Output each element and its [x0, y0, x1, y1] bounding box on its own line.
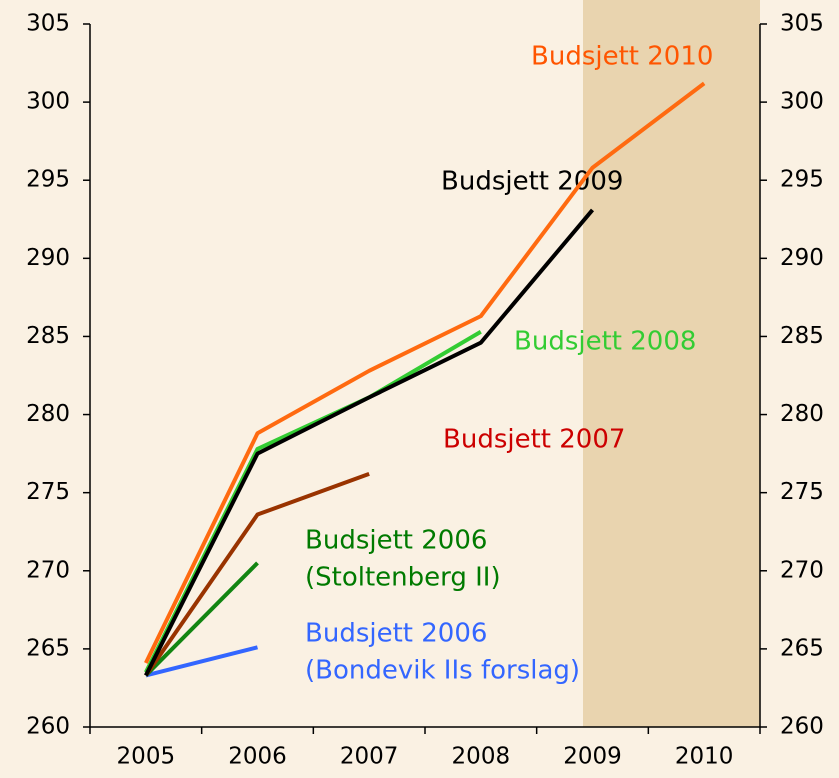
- forecast-shade: [583, 0, 760, 727]
- y-tick-label: 290: [26, 245, 70, 271]
- series-label: Budsjett 2006: [305, 619, 487, 649]
- y-tick-label: 295: [26, 167, 70, 193]
- series-line: [144, 472, 370, 677]
- x-tick-label: 2009: [563, 744, 622, 770]
- y2-tick-label: 295: [780, 167, 824, 193]
- series-line: [144, 561, 259, 677]
- series-label: Budsjett 2007: [443, 425, 625, 455]
- y2-tick-label: 300: [780, 89, 824, 115]
- y2-tick-label: 285: [780, 323, 824, 349]
- x-tick-label: 2010: [675, 744, 734, 770]
- y-tick-label: 270: [26, 557, 70, 583]
- x-tick-label: 2007: [340, 744, 399, 770]
- y-tick-label: 275: [26, 479, 70, 505]
- series-label: Budsjett 2009: [441, 167, 623, 197]
- series-label: Budsjett 2008: [514, 327, 696, 357]
- y-tick-label: 280: [26, 401, 70, 427]
- y-tick-label: 300: [26, 89, 70, 115]
- y2-tick-label: 260: [780, 714, 824, 740]
- y2-tick-label: 275: [780, 479, 824, 505]
- series-label: (Stoltenberg II): [305, 563, 501, 593]
- series-line: [144, 81, 706, 664]
- x-tick-label: 2006: [228, 744, 287, 770]
- y-tick-label: 285: [26, 323, 70, 349]
- y-tick-label: 260: [26, 714, 70, 740]
- series-line: [145, 645, 258, 678]
- y2-tick-label: 270: [780, 557, 824, 583]
- y2-tick-label: 265: [780, 635, 824, 661]
- y-tick-label: 305: [26, 11, 70, 37]
- x-tick-label: 2008: [452, 744, 511, 770]
- y2-tick-label: 290: [780, 245, 824, 271]
- x-tick-label: 2005: [117, 744, 176, 770]
- y2-tick-label: 280: [780, 401, 824, 427]
- series-label: (Bondevik IIs forslag): [305, 656, 580, 686]
- series-line: [144, 208, 595, 677]
- y2-tick-label: 305: [780, 11, 824, 37]
- series-label: Budsjett 2010: [531, 42, 713, 72]
- y-tick-label: 265: [26, 635, 70, 661]
- series-label: Budsjett 2006: [305, 526, 487, 556]
